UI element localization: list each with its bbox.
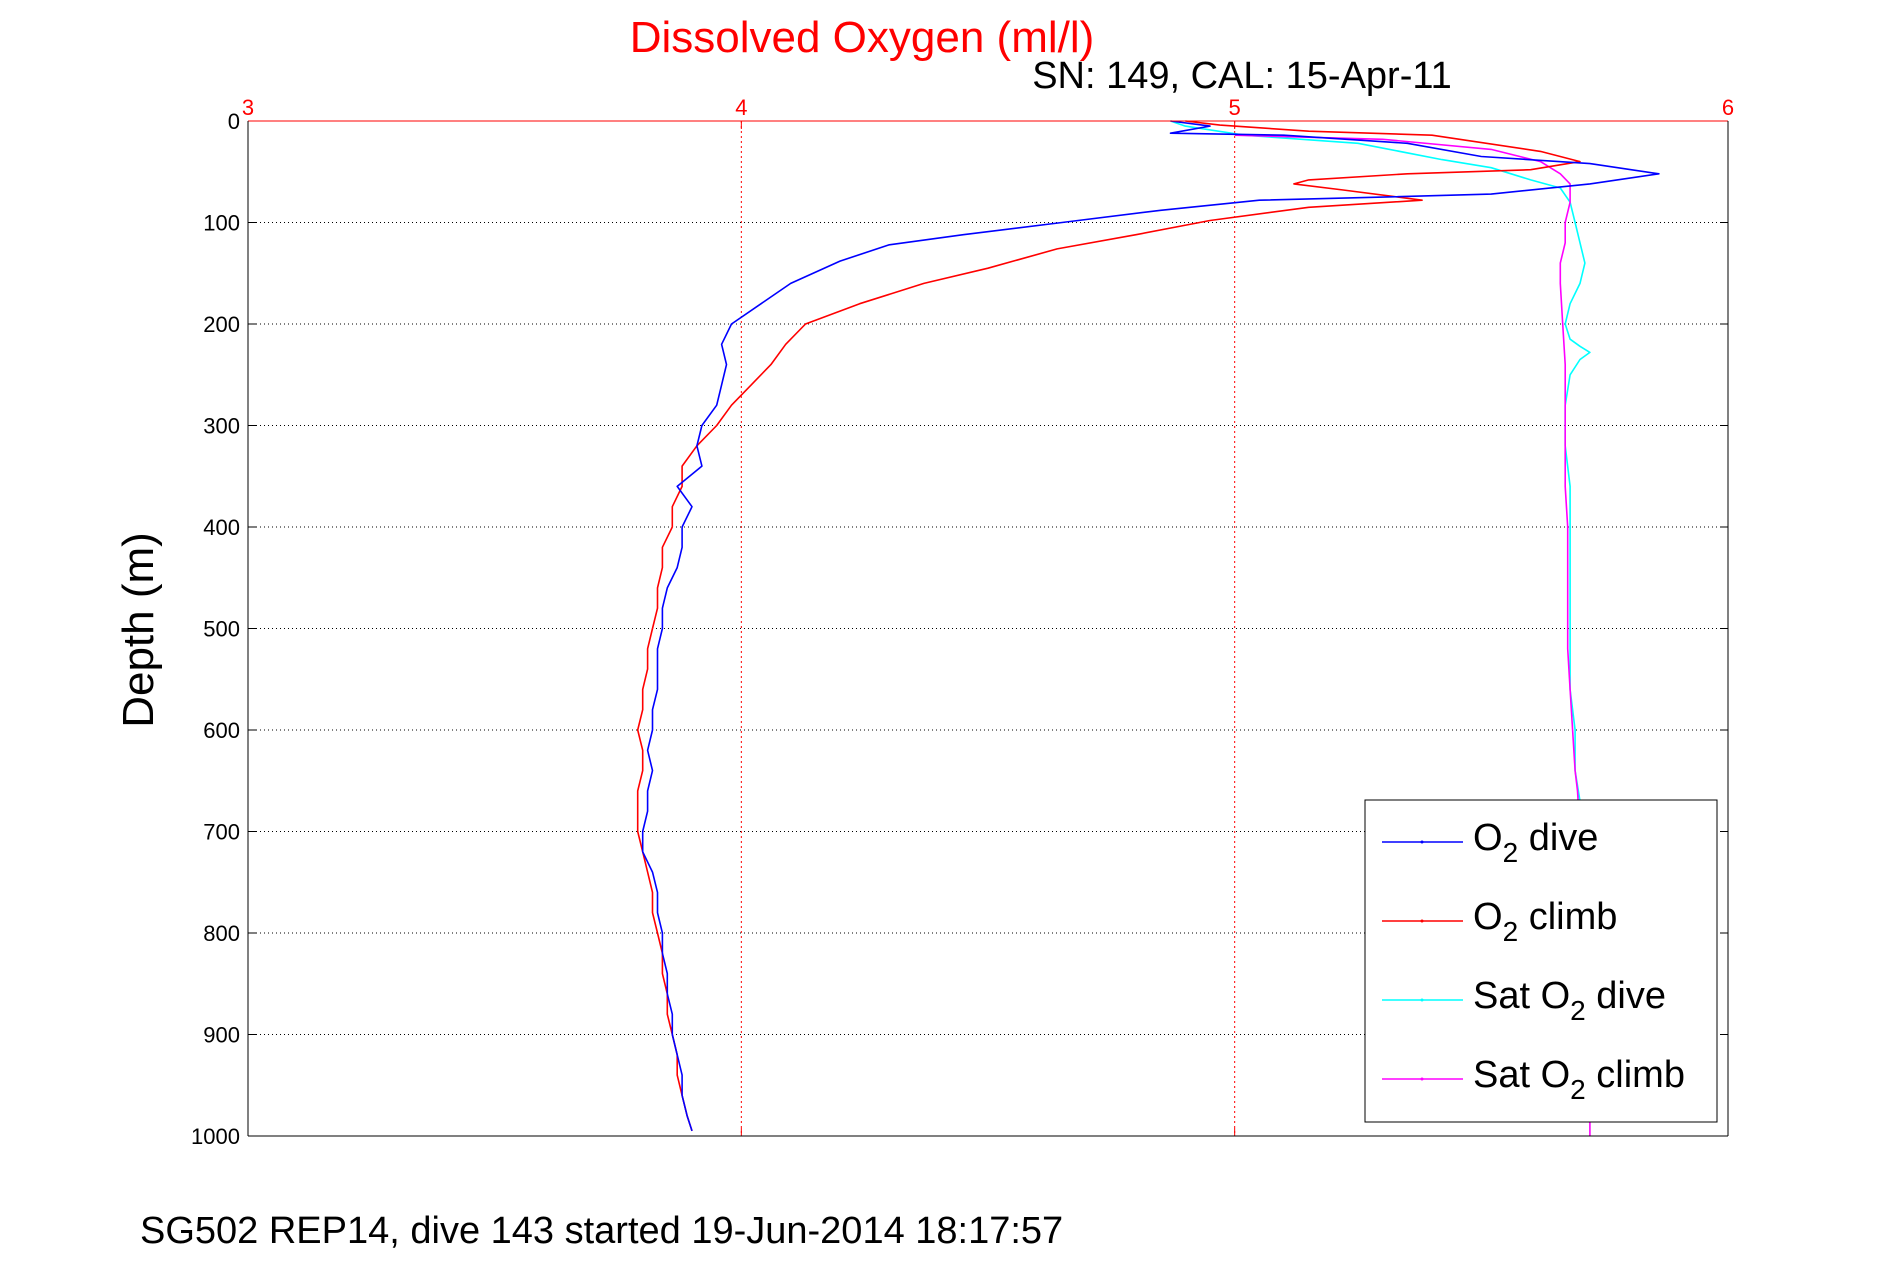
legend-entry: O2 dive	[1473, 817, 1598, 868]
legend-marker	[1420, 919, 1424, 923]
y-tick-label: 900	[203, 1023, 240, 1048]
legend-box	[1364, 799, 1718, 1123]
y-axis-label: Depth (m)	[114, 532, 163, 728]
y-tick-label: 100	[203, 211, 240, 236]
x-tick-label: 3	[242, 95, 254, 120]
y-tick-label: 200	[203, 312, 240, 337]
legend-entry: Sat O2 dive	[1473, 975, 1666, 1026]
grid	[248, 121, 1728, 1136]
y-tick-label: 500	[203, 617, 240, 642]
footer-dive-info: SG502 REP14, dive 143 started 19-Jun-201…	[140, 1210, 1064, 1252]
legend-marker	[1420, 840, 1424, 844]
legend-entry: O2 climb	[1473, 896, 1617, 947]
x-tick-label: 4	[735, 95, 747, 120]
x-tick-label: 5	[1229, 95, 1241, 120]
legend: O2 dive O2 climb Sat O2 dive Sat O2 climb	[1364, 799, 1718, 1123]
y-tick-label: 600	[203, 718, 240, 743]
x-tick-label: 6	[1722, 95, 1734, 120]
y-tick-label: 1000	[191, 1124, 240, 1149]
y-tick-label: 800	[203, 921, 240, 946]
legend-marker	[1420, 1077, 1424, 1081]
legend-marker	[1420, 998, 1424, 1002]
series-line-o2-dive	[641, 120, 1660, 1132]
y-tick-label: 300	[203, 414, 240, 439]
axes: 3 4 5 6 0 100 200 300 400 500 600 700 800 900 1000	[191, 95, 1734, 1149]
legend-entry: Sat O2 climb	[1473, 1054, 1685, 1105]
y-tick-label: 0	[228, 109, 240, 134]
chart-title: Dissolved Oxygen (ml/l)	[630, 13, 1095, 62]
series-line-sat-o2-dive	[1170, 120, 1591, 802]
chart-subtitle: SN: 149, CAL: 15-Apr-11	[1032, 55, 1452, 97]
series-line-o2-climb	[636, 120, 1581, 1132]
y-tick-label: 700	[203, 820, 240, 845]
y-tick-label: 400	[203, 515, 240, 540]
